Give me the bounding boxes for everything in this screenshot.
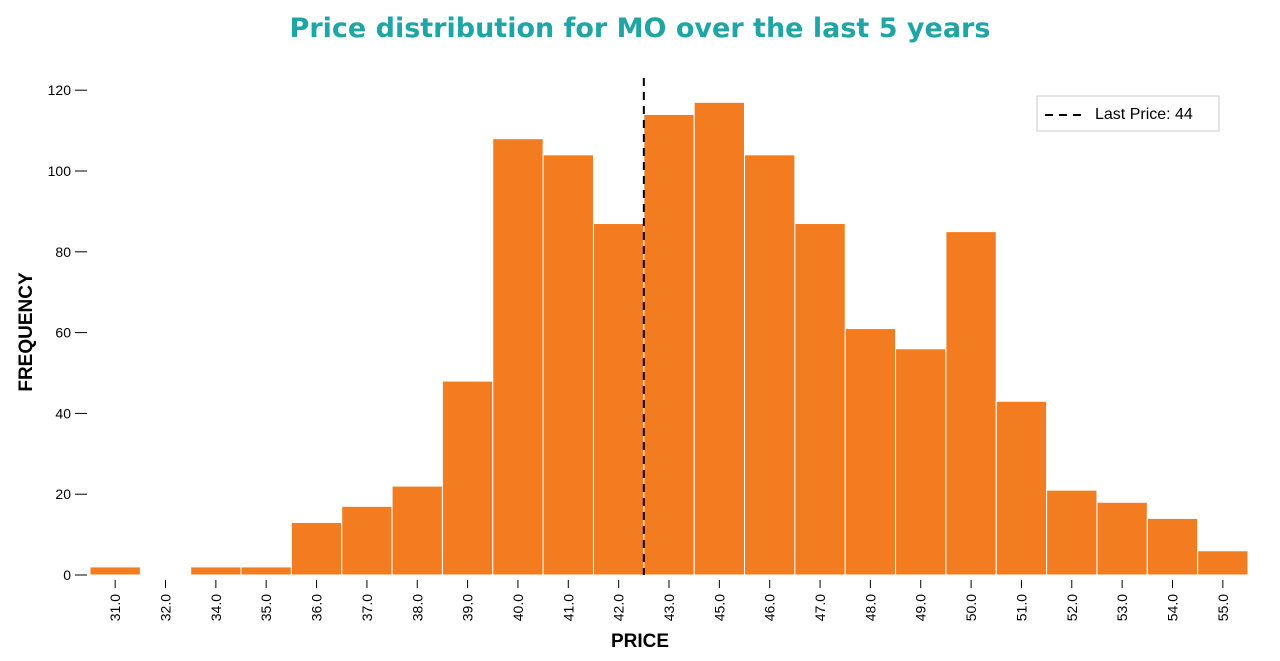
x-tick-label: 55.0	[1215, 594, 1231, 621]
histogram-bar	[240, 566, 292, 576]
y-tick-label: 20	[55, 486, 71, 502]
x-tick-label: 53.0	[1114, 594, 1130, 621]
histogram-bar	[592, 223, 645, 576]
y-tick-label: 40	[55, 405, 71, 421]
x-tick-label: 36.0	[309, 594, 325, 621]
histogram-bar	[1146, 517, 1199, 576]
histogram-bar	[290, 521, 343, 576]
y-axis: 0 20 40 60 80 100 120	[48, 82, 87, 583]
histogram-bar	[1046, 489, 1098, 576]
x-tick-label: 45.0	[711, 594, 727, 621]
x-tick-label: 37.0	[359, 594, 375, 621]
legend-label: Last Price: 44	[1095, 106, 1193, 123]
histogram-bar	[844, 328, 897, 576]
histogram-bar	[1096, 501, 1148, 576]
legend: Last Price: 44	[1036, 95, 1220, 132]
x-tick-label: 50.0	[963, 594, 979, 621]
x-tick-label: 40.0	[510, 594, 526, 621]
y-axis-title-group: FREQUENCY	[16, 272, 37, 392]
x-axis: 31.0 32.0 34.0 35.0 36.0 37.0 38.0 39.0 40.0 41.0…	[107, 580, 1231, 621]
y-tick-label: 100	[48, 163, 72, 179]
x-tick-label: 42.0	[611, 594, 627, 621]
y-tick-label: 0	[63, 567, 71, 583]
x-tick-label: 46.0	[762, 594, 778, 621]
x-tick-label: 31.0	[107, 594, 123, 621]
histogram-bar	[492, 138, 544, 576]
histogram-bar	[693, 101, 746, 576]
y-axis-label: FREQUENCY	[16, 272, 37, 392]
histogram-bar	[542, 154, 594, 576]
x-tick-label: 32.0	[158, 594, 174, 621]
histogram-bar	[190, 566, 242, 576]
y-tick-label: 60	[55, 325, 71, 341]
x-tick-label: 34.0	[208, 594, 224, 621]
x-axis-label: PRICE	[611, 631, 669, 652]
histogram-bar	[391, 485, 443, 576]
histogram-bar	[995, 400, 1048, 576]
x-tick-label: 47.0	[812, 594, 828, 621]
x-tick-label: 39.0	[460, 594, 476, 621]
legend-box	[1036, 95, 1220, 132]
x-tick-label: 38.0	[409, 594, 425, 621]
bars-layer	[89, 101, 1249, 576]
x-tick-label: 49.0	[913, 594, 929, 621]
histogram-bar	[794, 223, 846, 576]
histogram-bar	[945, 231, 997, 576]
histogram-bar	[895, 348, 947, 576]
histogram-bar	[744, 154, 796, 576]
x-tick-label: 35.0	[258, 594, 274, 621]
x-tick-label: 54.0	[1164, 594, 1180, 621]
chart-title: Price distribution for MO over the last …	[290, 13, 991, 44]
x-tick-label: 52.0	[1064, 594, 1080, 621]
histogram-bar	[643, 113, 695, 576]
y-tick-label: 120	[48, 82, 72, 98]
histogram-bar	[1197, 550, 1249, 576]
x-tick-label: 48.0	[862, 594, 878, 621]
x-tick-label: 51.0	[1013, 594, 1029, 621]
x-tick-label: 41.0	[560, 594, 576, 621]
y-tick-label: 80	[55, 244, 71, 260]
histogram-bar	[89, 566, 141, 576]
x-tick-label: 43.0	[661, 594, 677, 621]
histogram-bar	[341, 505, 393, 576]
histogram-bar	[441, 380, 494, 576]
